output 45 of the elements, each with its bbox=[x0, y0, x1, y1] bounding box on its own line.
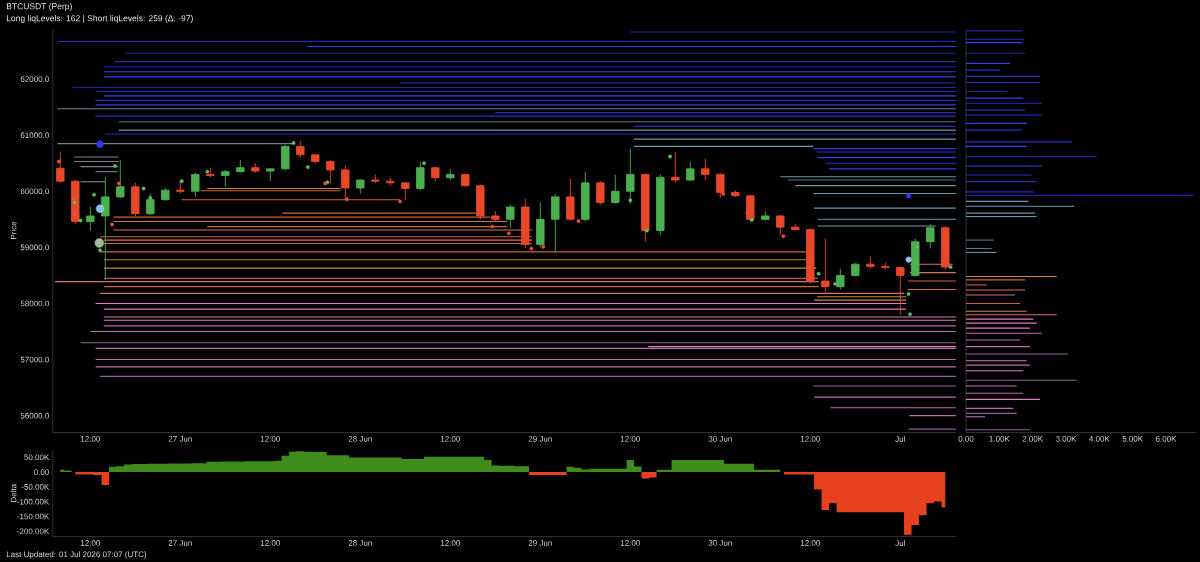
x-tick-label: 28 Jun bbox=[348, 540, 372, 546]
x-tick-label: 12:00 bbox=[260, 436, 281, 442]
y-tick-label: 57000.0 bbox=[20, 356, 49, 363]
y-tick-label: 62000.0 bbox=[20, 76, 49, 82]
x-tick-label: 12:00 bbox=[260, 540, 281, 546]
x-tick-label: 29 Jun bbox=[528, 436, 552, 442]
x-tick-label: 27 Jun bbox=[168, 436, 192, 442]
text: Last Updated: 01 Jul 2026 07:07 (UTC) bbox=[6, 551, 147, 559]
x-tick-label: 6.00K bbox=[1155, 436, 1177, 442]
y-tick-label: 0.00 bbox=[34, 469, 49, 475]
x-tick-label: 2.00K bbox=[1022, 436, 1044, 442]
y-tick-label: -50.00K bbox=[21, 484, 50, 490]
y-tick-label: -200.00K bbox=[17, 528, 50, 535]
y-tick-label: 58000.0 bbox=[20, 300, 49, 307]
x-tick-label: 4.00K bbox=[1089, 436, 1110, 442]
x-tick-label: 30 Jun bbox=[708, 436, 732, 442]
x-tick-label: 28 Jun bbox=[348, 436, 372, 442]
x-tick-label: 1.00K bbox=[989, 436, 1010, 442]
x-tick-label: 12:00 bbox=[800, 540, 820, 546]
y-tick-label: 61000.0 bbox=[20, 132, 49, 139]
x-tick-label: 3.00K bbox=[1055, 436, 1077, 442]
y-tick-label: -150.00K bbox=[17, 513, 50, 520]
y-axis-title: Delta bbox=[10, 483, 17, 502]
y-tick-label: 50.00K bbox=[24, 454, 50, 461]
x-tick-label: 30 Jun bbox=[708, 540, 732, 546]
x-tick-label: 12:00 bbox=[620, 436, 640, 442]
x-tick-label: 12:00 bbox=[620, 540, 640, 546]
x-tick-label: 12:00 bbox=[80, 540, 101, 546]
y-tick-label: 56000.0 bbox=[20, 412, 49, 419]
y-tick-label: 60000.0 bbox=[20, 188, 49, 195]
x-tick-label: 0.00 bbox=[958, 436, 974, 442]
y-tick-label: -100.00K bbox=[17, 498, 50, 505]
chart-title: BTCUSDT (Perp) bbox=[6, 3, 72, 11]
x-tick-label: 12:00 bbox=[440, 540, 461, 546]
x-tick-label: 29 Jun bbox=[528, 540, 552, 546]
x-tick-label: 12:00 bbox=[80, 436, 101, 442]
x-tick-label: 5.00K bbox=[1122, 436, 1144, 442]
x-tick-label: 12:00 bbox=[800, 436, 820, 442]
x-tick-label: 27 Jun bbox=[168, 540, 192, 546]
y-axis-title: Price bbox=[10, 221, 17, 239]
x-tick-label: Jul bbox=[895, 540, 905, 546]
x-tick-label: Jul bbox=[895, 436, 905, 442]
x-tick-label: 12:00 bbox=[440, 436, 461, 442]
chart-subtitle: Long liqLevels: 162 | Short liqLevels: 259 (Δ: -97) bbox=[6, 15, 193, 23]
y-tick-label: 59000.0 bbox=[20, 244, 49, 251]
